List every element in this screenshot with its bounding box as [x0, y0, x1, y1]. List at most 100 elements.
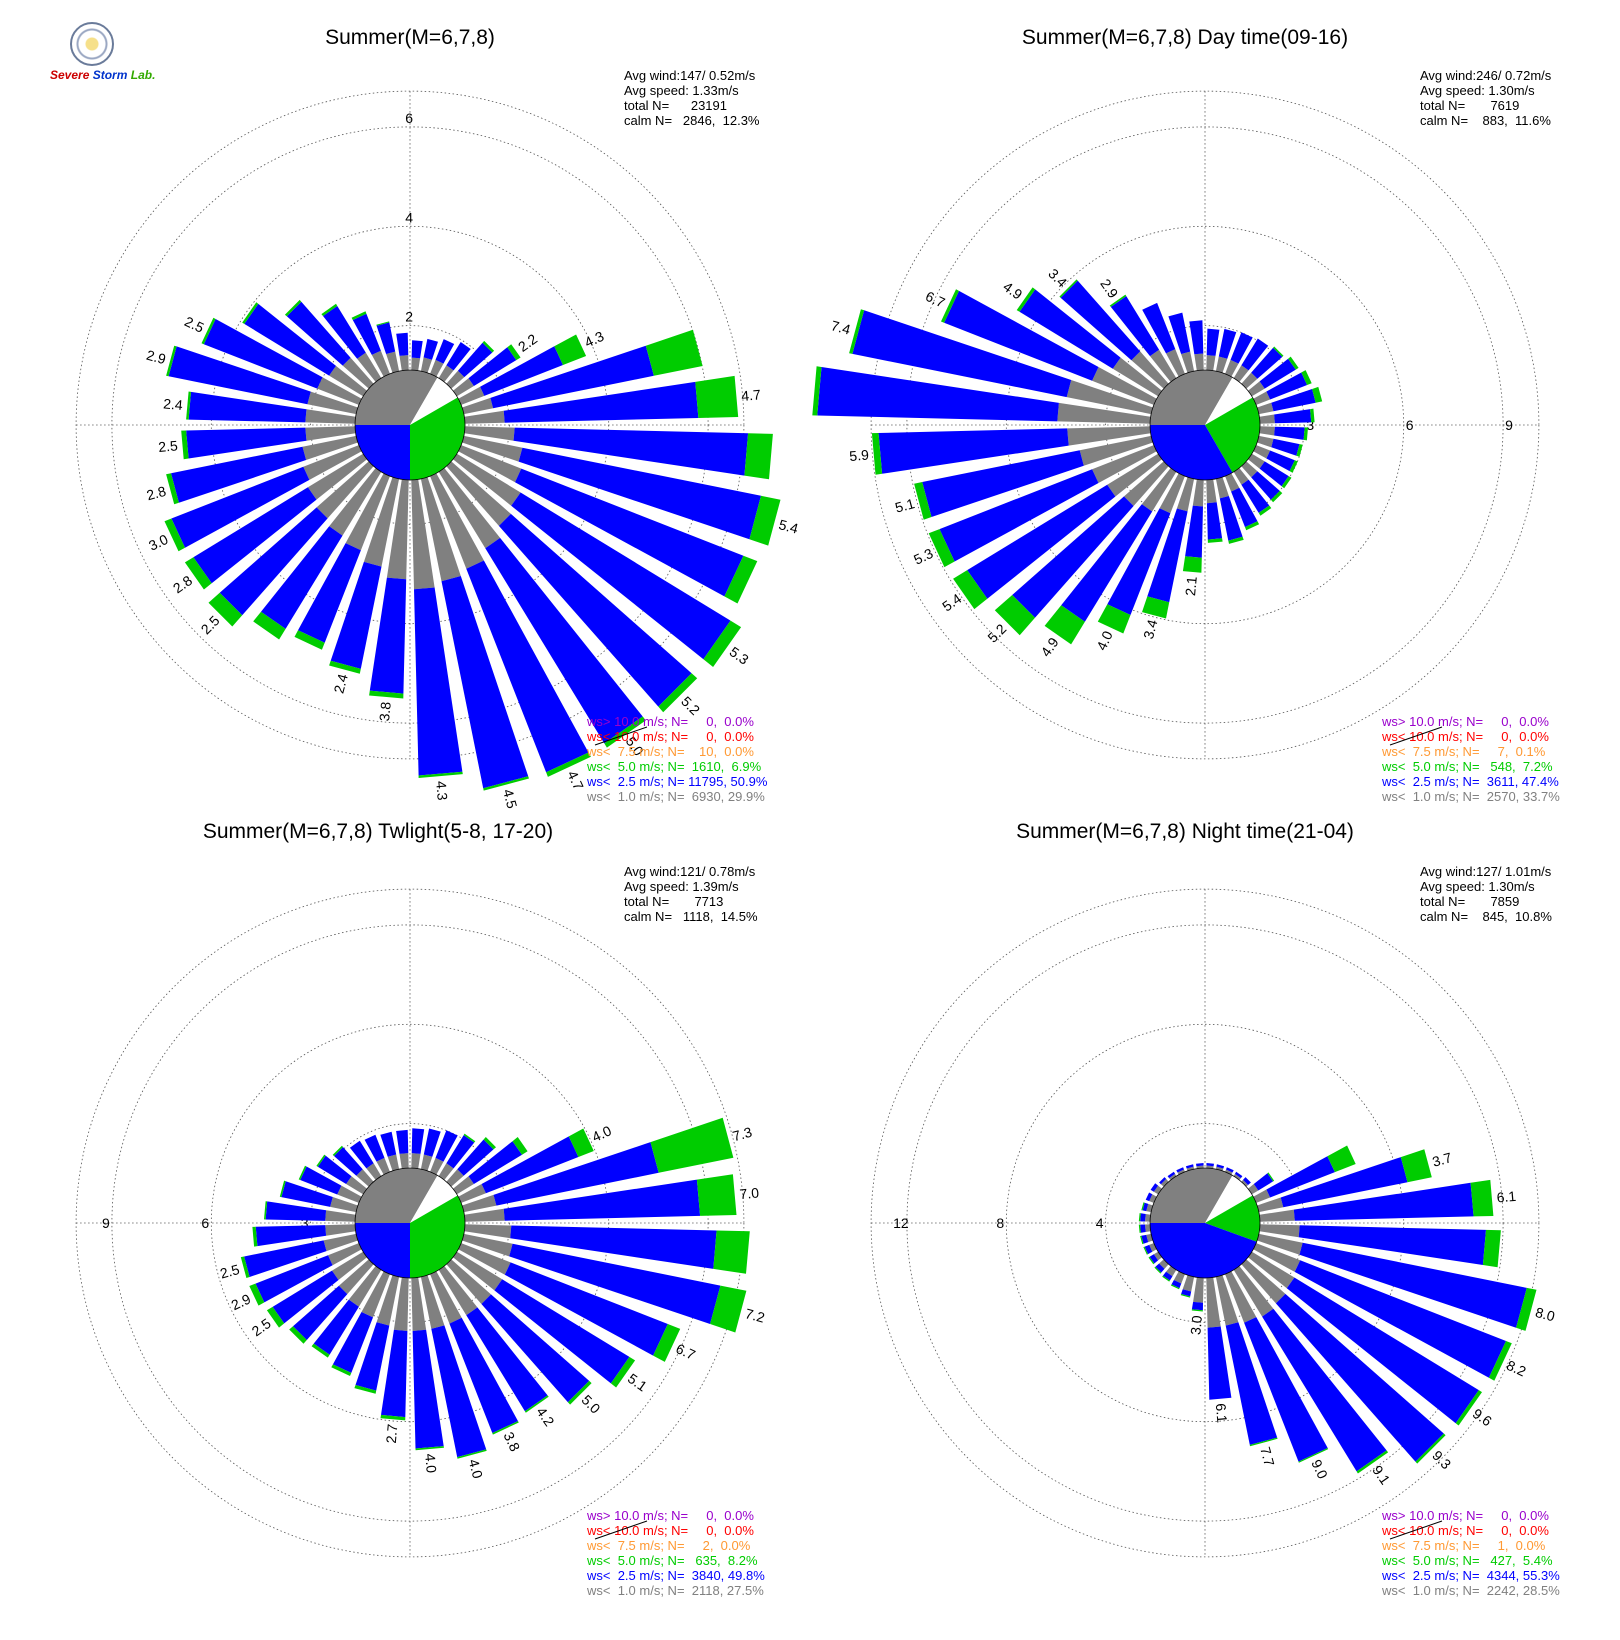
- bar-total-label-135deg: 9.3: [1429, 1447, 1454, 1472]
- grid-ring-3: [906, 924, 1504, 1522]
- calm-circle-outline: [354, 369, 466, 481]
- bar-315deg-lt1: [342, 357, 374, 389]
- bar-total-label-285deg: 7.4: [829, 317, 852, 338]
- bar-25deg-lt1: [430, 359, 444, 377]
- bar-285deg-lt1: [307, 391, 358, 415]
- bar-35deg-lt2_5: [1234, 1171, 1243, 1179]
- bar-55deg-lt2_5: [468, 1141, 522, 1184]
- bar-225deg-lt1: [1124, 461, 1169, 506]
- bar-235deg-lt5: [184, 557, 212, 590]
- bar-15deg-lt1: [1215, 356, 1228, 373]
- bar-355deg-lt2_5: [396, 332, 409, 356]
- chart-title: Summer(M=6,7,8) Day time(09-16): [1022, 26, 1348, 49]
- bar-125deg-lt2_5: [1259, 461, 1289, 487]
- calm-circle-lt1-segment: [1150, 370, 1233, 425]
- bar-265deg-lt1: [1145, 1224, 1151, 1232]
- bar-total-label-285deg: 2.9: [145, 347, 168, 368]
- bar-295deg-lt1: [1092, 367, 1157, 405]
- bar-135deg-lt5: [1415, 1433, 1446, 1464]
- bar-235deg-lt2_5: [1149, 1254, 1159, 1264]
- calm-circle-lt1-segment: [355, 370, 438, 425]
- bar-345deg-lt2_5: [376, 322, 396, 354]
- bar-285deg-lt2_5: [281, 1181, 333, 1207]
- bar-335deg-lt1: [1166, 349, 1185, 377]
- bar-335deg-lt1: [376, 1157, 390, 1175]
- grid-ring-3: [906, 126, 1504, 724]
- bar-315deg-lt5: [284, 299, 302, 317]
- bar-185deg-lt2_5: [369, 577, 407, 694]
- stats-line-4: calm N= 1118, 14.5%: [624, 909, 758, 924]
- bar-105deg-lt1: [1257, 435, 1274, 448]
- bar-275deg-lt5: [264, 1201, 268, 1220]
- bar-65deg-lt5: [554, 334, 587, 365]
- bar-45deg-lt2_5: [457, 1139, 494, 1176]
- bar-95deg-lt5: [713, 1230, 750, 1274]
- bar-35deg-lt1: [1233, 365, 1249, 382]
- bar-135deg-lt5: [567, 1380, 592, 1405]
- bar-195deg-lt1: [376, 1275, 400, 1326]
- bar-165deg-lt1: [420, 477, 461, 582]
- bar-15deg-lt1: [420, 357, 432, 373]
- legend-entry-lt5: ws< 5.0 m/s; N= 548, 7.2%: [1381, 759, 1553, 774]
- bar-185deg-lt5: [369, 690, 404, 699]
- grid-ring-3: [111, 924, 709, 1522]
- bar-155deg-lt1: [1225, 1271, 1257, 1323]
- bar-total-label-235deg: 2.5: [249, 1315, 274, 1339]
- bar-125deg-lt1: [453, 1251, 503, 1291]
- bar-145deg-lt5: [1356, 1450, 1389, 1474]
- bar-55deg-lt2_5: [468, 347, 517, 386]
- bar-155deg-lt2_5: [1231, 487, 1258, 528]
- bar-305deg-lt2_5: [244, 303, 336, 376]
- bar-165deg-lt2_5: [1219, 496, 1243, 541]
- bar-155deg-lt1: [430, 1271, 462, 1324]
- bar-105deg-lt2_5: [1299, 1242, 1527, 1328]
- bar-175deg-lt2_5: [1207, 1326, 1232, 1400]
- bar-total-label-75deg: 3.7: [1431, 1149, 1454, 1170]
- bar-205deg-lt1: [345, 473, 390, 551]
- bar-275deg-lt2_5: [265, 1201, 327, 1221]
- ring-label-6: 6: [1406, 417, 1414, 433]
- bar-55deg-lt1: [453, 1176, 474, 1195]
- bar-275deg-lt5: [186, 391, 191, 420]
- bar-325deg-lt2_5: [1110, 296, 1160, 357]
- bar-85deg-lt5: [1470, 1179, 1494, 1217]
- bar-5deg-lt1: [411, 1153, 421, 1169]
- bar-285deg-lt1: [1066, 380, 1153, 415]
- bar-85deg-lt1: [1259, 1209, 1295, 1222]
- bar-45deg-lt2_5: [1251, 347, 1283, 379]
- bar-265deg-lt2_5: [186, 427, 307, 459]
- calm-circle-lt1-segment: [355, 1168, 438, 1223]
- stats-line-2: Avg speed: 1.30m/s: [1420, 879, 1535, 894]
- bar-total-label-185deg: 3.0: [1187, 1315, 1205, 1336]
- bar-185deg-lt5: [1182, 556, 1202, 573]
- bar-285deg-lt5: [166, 345, 177, 377]
- bar-165deg-lt1: [1215, 1275, 1239, 1326]
- legend-strike-line: [1389, 726, 1443, 746]
- grid-ring-outer: [870, 888, 1540, 1558]
- bar-185deg-lt1: [1192, 479, 1204, 507]
- bar-165deg-lt2_5: [1225, 1322, 1278, 1445]
- bar-225deg-lt5: [289, 1326, 307, 1344]
- grid-ring-3: [111, 126, 709, 724]
- calm-circle-lt1-segment: [1150, 1168, 1233, 1223]
- ring-label-3: 3: [301, 1215, 309, 1231]
- legend-entry-lt10: ws< 10.0 m/s; N= 0, 0.0%: [586, 729, 754, 744]
- bar-305deg-lt1: [329, 365, 367, 397]
- ring-label-12: 12: [893, 1215, 909, 1231]
- bar-145deg-lt5: [1258, 505, 1272, 516]
- calm-circle-outline: [1149, 369, 1261, 481]
- bar-315deg-lt2_5: [286, 301, 351, 366]
- bar-345deg-lt2_5: [1168, 312, 1191, 354]
- bar-315deg-lt2_5: [1159, 1177, 1167, 1185]
- bar-5deg-lt2_5: [411, 1128, 425, 1154]
- bar-65deg-lt2_5: [1266, 372, 1308, 400]
- bar-265deg-lt2_5: [1140, 1224, 1146, 1233]
- bar-total-label-145deg: 9.1: [1369, 1462, 1393, 1487]
- bar-295deg-lt2_5: [944, 290, 1099, 381]
- bar-155deg-lt2_5: [466, 560, 589, 773]
- bar-315deg-lt1: [1131, 351, 1169, 389]
- bar-15deg-lt1: [420, 1154, 433, 1171]
- bar-105deg-lt1: [462, 435, 523, 462]
- bar-155deg-lt2_5: [449, 1317, 518, 1433]
